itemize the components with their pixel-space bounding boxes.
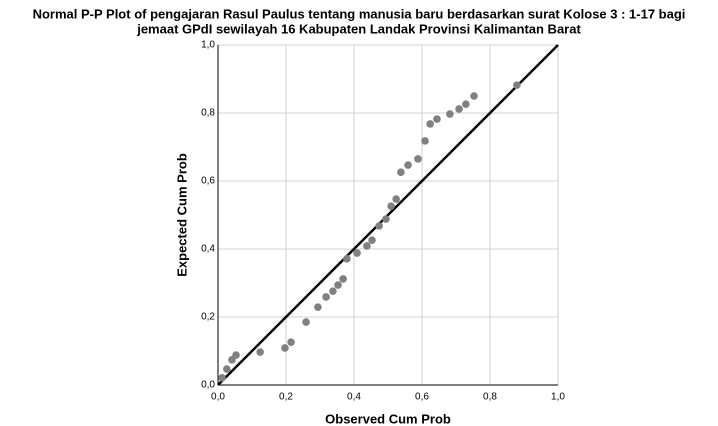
point xyxy=(446,110,454,118)
y-tick-label: 0,6 xyxy=(201,176,215,187)
point xyxy=(322,293,330,301)
point xyxy=(392,195,400,203)
point xyxy=(368,236,376,244)
y-tick-label: 0,2 xyxy=(201,312,215,323)
point xyxy=(455,105,463,113)
point xyxy=(414,155,422,163)
x-tick-label: 0,8 xyxy=(483,392,497,403)
point xyxy=(339,275,347,283)
point xyxy=(218,374,226,382)
point xyxy=(382,215,390,223)
x-tick-label: 0,6 xyxy=(415,392,429,403)
point xyxy=(404,161,412,169)
point xyxy=(397,168,405,176)
x-tick-label: 0,4 xyxy=(347,392,361,403)
point xyxy=(387,202,395,210)
chart-title: jemaat GPdI sewilayah 16 Kabupaten Landa… xyxy=(136,21,581,36)
y-tick-label: 0,8 xyxy=(201,108,215,119)
point xyxy=(421,137,429,145)
point xyxy=(375,222,383,230)
point xyxy=(462,100,470,108)
point xyxy=(223,365,231,373)
point xyxy=(513,81,521,89)
y-tick-label: 0,0 xyxy=(201,380,215,391)
x-axis-label: Observed Cum Prob xyxy=(325,411,451,426)
point xyxy=(363,242,371,250)
y-tick-label: 0,4 xyxy=(201,244,215,255)
point xyxy=(433,115,441,123)
x-tick-label: 0,0 xyxy=(211,392,225,403)
point xyxy=(470,92,478,100)
point xyxy=(314,303,322,311)
point xyxy=(281,344,289,352)
point xyxy=(426,120,434,128)
point xyxy=(232,351,240,359)
x-tick-label: 0,2 xyxy=(279,392,293,403)
y-axis-label: Expected Cum Prob xyxy=(174,153,189,277)
point xyxy=(353,249,361,257)
point xyxy=(302,318,310,326)
x-tick-label: 1,0 xyxy=(551,392,565,403)
point xyxy=(256,348,264,356)
reference-line xyxy=(217,44,559,386)
chart-title: Normal P-P Plot of pengajaran Rasul Paul… xyxy=(33,6,686,21)
point xyxy=(334,281,342,289)
y-tick-label: 1,0 xyxy=(201,40,215,51)
point xyxy=(329,287,337,295)
point xyxy=(343,255,351,263)
point xyxy=(287,338,295,346)
